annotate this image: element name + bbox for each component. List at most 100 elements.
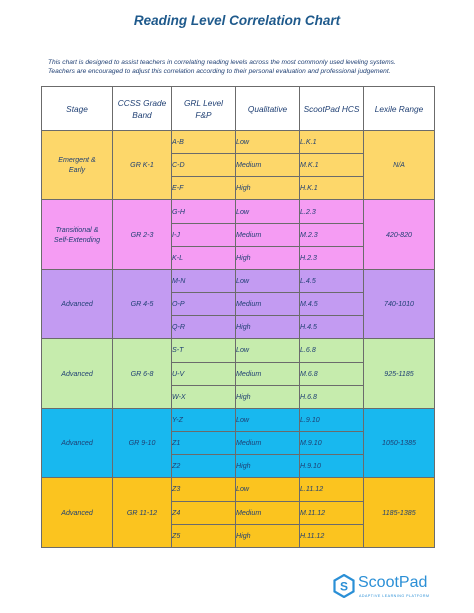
header-stage: Stage <box>41 86 113 131</box>
hcs-cell: L.9.10 <box>299 407 364 433</box>
hcs-cell: M.K.1 <box>299 153 364 178</box>
qualitative-cell: High <box>235 315 300 340</box>
grl-level-cell: S-T <box>171 338 236 363</box>
grl-level-cell: O-P <box>171 292 236 317</box>
hcs-cell: L.6.8 <box>299 338 364 363</box>
table-row: W-X High H.6.8 <box>42 384 435 409</box>
stage-line-1: Emergent & <box>58 156 96 165</box>
table-row: Z4 Medium M.11.12 <box>42 500 435 525</box>
grl-level-cell: U-V <box>171 361 236 386</box>
table-row: K-L High H.2.3 <box>42 245 435 270</box>
svg-text:S: S <box>340 580 348 594</box>
header-ccss-line-2: Band <box>132 109 152 120</box>
qualitative-cell: High <box>235 384 300 409</box>
reading-level-table: Stage CCSS Grade Band GRL Level F&P Qual… <box>41 86 435 549</box>
stage-line-2: Early <box>68 166 86 175</box>
logo-tagline: ADAPTIVE LEARNING PLATFORM <box>359 594 430 598</box>
lexile-range-cell: N/A <box>363 129 435 201</box>
hcs-cell: H.2.3 <box>299 245 364 270</box>
grl-level-cell: M-N <box>171 268 236 294</box>
hcs-cell: H.11.12 <box>299 523 364 549</box>
table-row: Transitional & Self-Extending GR 2-3 G-H Low… <box>41 199 435 270</box>
lexile-range-cell: 1050-1385 <box>363 407 435 479</box>
qualitative-cell: Medium <box>235 500 300 525</box>
grade-band-cell: GR K-1 <box>112 129 172 201</box>
header-grl-line-1: GRL Level <box>183 97 224 108</box>
table-header-row: Stage CCSS Grade Band GRL Level F&P Qual… <box>41 86 435 131</box>
header-scootpad-hcs: ScootPad HCS <box>299 86 364 131</box>
grl-level-cell: Y-Z <box>171 407 236 433</box>
stage-cell: Advanced <box>41 407 113 479</box>
table-row: Advanced GR 4-5 M-N Low L.4.5 740-1010 <box>41 268 435 340</box>
stage-cell: Advanced <box>41 477 113 548</box>
qualitative-cell: Medium <box>235 361 300 386</box>
hcs-cell: M.11.12 <box>299 500 364 525</box>
hcs-cell: M.2.3 <box>299 222 364 247</box>
grl-level-cell: Z2 <box>171 454 236 479</box>
hcs-cell: L.K.1 <box>299 129 364 155</box>
table-row: U-V Medium M.6.8 <box>42 361 435 386</box>
table-row: Z2 High H.9.10 <box>42 454 435 479</box>
stage-line-1: Advanced <box>61 300 93 309</box>
hcs-cell: M.6.8 <box>299 361 364 386</box>
qualitative-cell: Low <box>235 338 300 363</box>
intro-line-1: This chart is designed to assist teacher… <box>48 59 396 66</box>
stage-line-2: Self-Extending <box>53 235 101 244</box>
logo-name: ScootPad <box>358 574 428 591</box>
grl-level-cell: I-J <box>171 222 236 247</box>
page-title: Reading Level Correlation Chart <box>133 13 341 28</box>
grl-level-cell: K-L <box>171 245 236 270</box>
qualitative-cell: Medium <box>235 431 300 456</box>
header-ccss-grade-band: CCSS Grade Band <box>112 86 172 131</box>
intro-text: This chart is designed to assist teacher… <box>48 58 448 76</box>
header-grl-line-2: F&P <box>195 109 212 120</box>
hcs-cell: H.6.8 <box>299 384 364 409</box>
table-body: Emergent & Early GR K-1 A-B Low L.K.1 N/A C-D Me… <box>41 129 435 549</box>
qualitative-cell: High <box>235 245 300 270</box>
stage-line-1: Transitional & <box>55 225 99 234</box>
grl-level-cell: C-D <box>171 153 236 178</box>
qualitative-cell: Medium <box>235 222 300 247</box>
hcs-cell: H.4.5 <box>299 315 364 340</box>
header-ccss-line-1: CCSS Grade <box>117 97 167 108</box>
hcs-cell: L.2.3 <box>299 199 364 224</box>
qualitative-cell: Medium <box>235 153 300 178</box>
hcs-cell: M.9.10 <box>299 431 364 456</box>
table-row: E-F High H.K.1 <box>42 176 435 201</box>
table-row: Z1 Medium M.9.10 <box>42 431 435 456</box>
header-qualitative: Qualitative <box>235 86 300 131</box>
qualitative-cell: Low <box>235 199 300 224</box>
grade-band-cell: GR 2-3 <box>112 199 172 270</box>
lexile-range-cell: 420-820 <box>363 199 435 270</box>
scootpad-logo-icon: S <box>333 574 355 598</box>
intro-line-2: Teachers are encouraged to adjust this c… <box>48 68 391 75</box>
grade-band-cell: GR 9-10 <box>112 407 172 479</box>
lexile-range-cell: 1185-1385 <box>363 477 435 548</box>
qualitative-cell: High <box>235 176 300 201</box>
table-row: Advanced GR 9-10 Y-Z Low L.9.10 1050-1385 <box>41 407 435 479</box>
grl-level-cell: W-X <box>171 384 236 409</box>
grl-level-cell: Z4 <box>171 500 236 525</box>
stage-cell: Transitional & Self-Extending <box>41 199 113 270</box>
stage-cell: Advanced <box>41 338 113 409</box>
scootpad-logo: S ScootPad ADAPTIVE LEARNING PLATFORM <box>333 572 453 602</box>
qualitative-cell: Low <box>235 477 300 502</box>
grl-level-cell: Z3 <box>171 477 236 502</box>
hcs-cell: H.K.1 <box>299 176 364 201</box>
hcs-cell: H.9.10 <box>299 454 364 479</box>
table-row: Advanced GR 11-12 Z3 Low L.11.12 1185-1385 <box>41 477 435 548</box>
grl-level-cell: A-B <box>171 129 236 155</box>
qualitative-cell: High <box>235 454 300 479</box>
hcs-cell: M.4.5 <box>299 292 364 317</box>
stage-cell: Advanced <box>41 268 113 340</box>
table-row: O-P Medium M.4.5 <box>42 292 435 317</box>
hcs-cell: L.11.12 <box>299 477 364 502</box>
header-lexile-range: Lexile Range <box>363 86 435 131</box>
qualitative-cell: High <box>235 523 300 549</box>
qualitative-cell: Low <box>235 129 300 155</box>
hcs-cell: L.4.5 <box>299 268 364 294</box>
stage-line-1: Advanced <box>61 369 93 378</box>
table-row: Q-R High H.4.5 <box>42 315 435 340</box>
qualitative-cell: Low <box>235 268 300 294</box>
lexile-range-cell: 925-1185 <box>363 338 435 409</box>
